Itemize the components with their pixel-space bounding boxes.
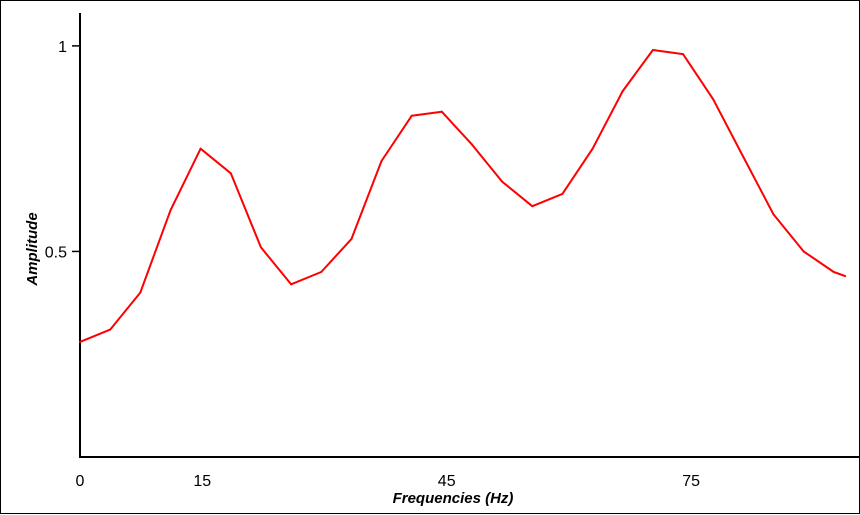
axes (79, 13, 860, 458)
x-tick-label: 75 (682, 473, 700, 490)
data-point (440, 110, 443, 113)
data-point (109, 328, 112, 331)
x-tick-label: 0 (76, 473, 85, 490)
data-point (621, 90, 624, 93)
data-point (199, 147, 202, 150)
x-ticks: 0 15 45 75 (76, 473, 701, 490)
data-point (139, 291, 142, 294)
data-point (259, 246, 262, 249)
x-tick-label: 15 (193, 473, 211, 490)
series-layer (79, 49, 847, 343)
data-point (79, 340, 81, 343)
data-point (802, 250, 805, 253)
data-point (290, 283, 293, 286)
data-point (380, 160, 383, 162)
data-point (531, 205, 534, 208)
x-tick-label: 45 (438, 473, 456, 490)
amplitude-series-line (79, 49, 846, 343)
data-point (712, 98, 715, 101)
data-point (501, 180, 504, 183)
data-point (742, 155, 745, 158)
data-point (682, 53, 685, 56)
data-point (320, 271, 323, 273)
data-point (350, 238, 353, 241)
y-tick-label: 0.5 (45, 244, 67, 261)
x-axis-title: Frequencies (Hz) (393, 490, 514, 507)
data-point (229, 172, 232, 175)
data-point (844, 275, 847, 278)
data-point (410, 114, 413, 117)
data-point (591, 147, 594, 150)
y-axis-title: Amplitude (24, 212, 41, 286)
data-point (832, 271, 835, 273)
y-tick-label: 1 (58, 39, 67, 56)
data-point (772, 213, 775, 216)
y-ticks: 0.51 (45, 39, 80, 261)
data-point (561, 192, 564, 195)
data-point (470, 143, 473, 146)
data-point (651, 49, 654, 51)
data-point (169, 209, 172, 212)
